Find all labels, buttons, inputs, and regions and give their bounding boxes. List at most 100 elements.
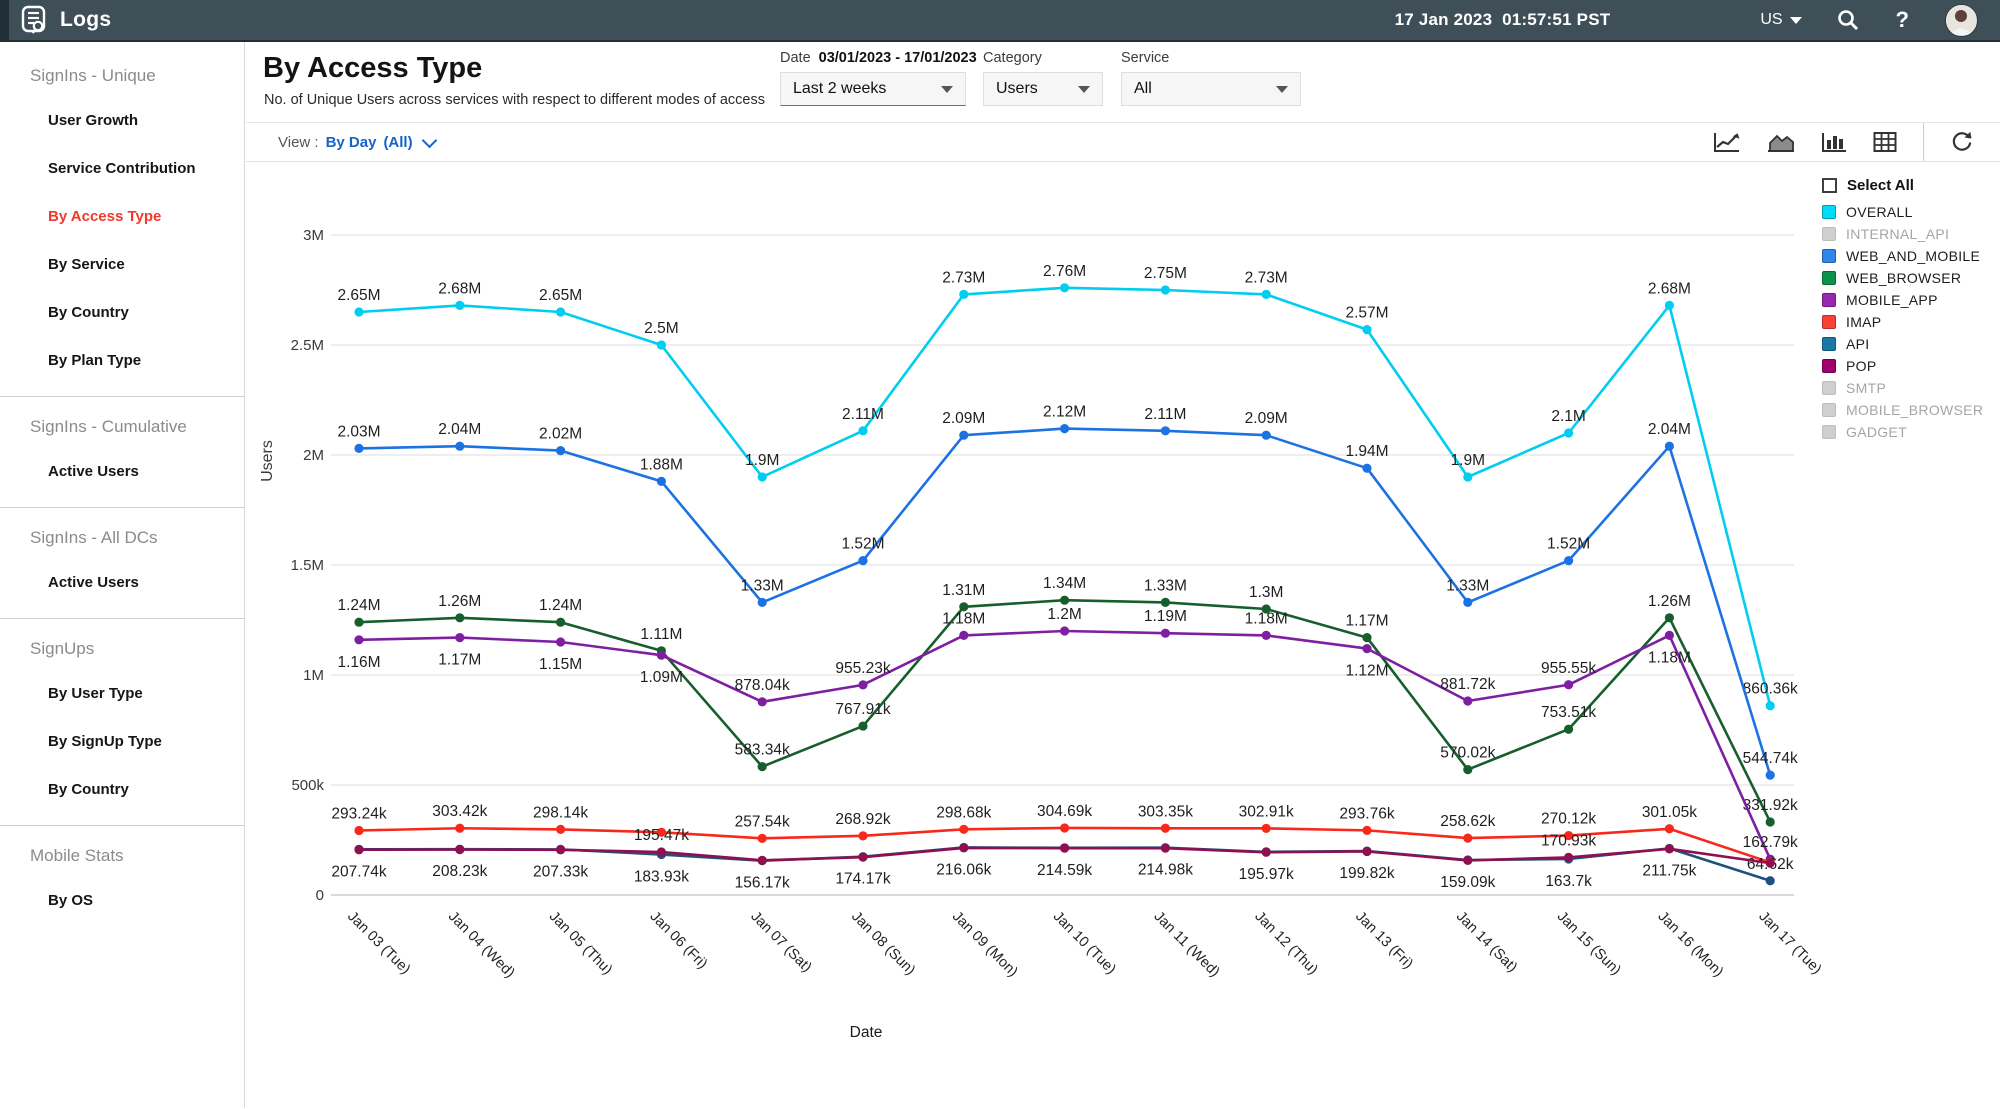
service-select[interactable]: All bbox=[1121, 72, 1301, 106]
data-point-overall[interactable] bbox=[1160, 285, 1170, 295]
data-point-imap[interactable] bbox=[1261, 823, 1271, 833]
line-chart-icon[interactable] bbox=[1713, 131, 1741, 153]
data-point-web-browser[interactable] bbox=[757, 762, 767, 772]
data-point-web-browser[interactable] bbox=[556, 617, 566, 627]
data-point-overall[interactable] bbox=[1765, 701, 1775, 711]
data-point-mobile-app[interactable] bbox=[1564, 680, 1574, 690]
data-point-mobile-app[interactable] bbox=[556, 637, 566, 647]
legend-item-mobile-browser[interactable]: MOBILE_BROWSER bbox=[1822, 399, 1998, 421]
data-point-mobile-app[interactable] bbox=[1060, 626, 1070, 636]
data-point-web-browser[interactable] bbox=[354, 617, 364, 627]
data-point-web-and-mobile[interactable] bbox=[959, 430, 969, 440]
data-point-mobile-app[interactable] bbox=[354, 635, 364, 645]
data-point-web-and-mobile[interactable] bbox=[1160, 426, 1170, 436]
data-point-imap[interactable] bbox=[1160, 823, 1170, 833]
data-point-pop[interactable] bbox=[455, 845, 465, 855]
sidebar-item-active-users[interactable]: Active Users bbox=[48, 463, 139, 480]
data-point-overall[interactable] bbox=[1060, 283, 1070, 293]
data-point-web-and-mobile[interactable] bbox=[858, 556, 868, 566]
sidebar-item-user-growth[interactable]: User Growth bbox=[48, 112, 139, 129]
avatar[interactable] bbox=[1945, 3, 1978, 37]
data-point-mobile-app[interactable] bbox=[1261, 630, 1271, 640]
data-point-api[interactable] bbox=[1765, 876, 1775, 886]
data-point-imap[interactable] bbox=[1362, 825, 1372, 835]
bar-chart-icon[interactable] bbox=[1821, 131, 1847, 153]
data-point-imap[interactable] bbox=[1664, 824, 1674, 834]
data-point-overall[interactable] bbox=[354, 307, 364, 317]
sidebar-item-service-contribution[interactable]: Service Contribution bbox=[48, 160, 196, 177]
legend-item-web-browser[interactable]: WEB_BROWSER bbox=[1822, 267, 1998, 289]
area-chart-icon[interactable] bbox=[1767, 131, 1795, 153]
data-point-web-and-mobile[interactable] bbox=[757, 597, 767, 607]
sidebar-item-by-country[interactable]: By Country bbox=[48, 304, 129, 321]
data-point-pop[interactable] bbox=[959, 843, 969, 853]
sidebar-item-by-plan-type[interactable]: By Plan Type bbox=[48, 352, 142, 369]
legend-item-api[interactable]: API bbox=[1822, 333, 1998, 355]
data-point-mobile-app[interactable] bbox=[858, 680, 868, 690]
data-point-web-and-mobile[interactable] bbox=[656, 476, 666, 486]
data-point-pop[interactable] bbox=[1463, 855, 1473, 866]
data-point-imap[interactable] bbox=[455, 823, 465, 833]
data-point-web-and-mobile[interactable] bbox=[1463, 597, 1473, 607]
data-point-pop[interactable] bbox=[1160, 843, 1170, 853]
data-point-web-and-mobile[interactable] bbox=[455, 441, 465, 451]
data-point-overall[interactable] bbox=[1564, 428, 1574, 438]
data-point-pop[interactable] bbox=[1664, 844, 1674, 854]
data-point-web-and-mobile[interactable] bbox=[1261, 430, 1271, 440]
data-point-mobile-app[interactable] bbox=[656, 650, 666, 660]
legend-item-web-and-mobile[interactable]: WEB_AND_MOBILE bbox=[1822, 245, 1998, 267]
data-point-web-browser[interactable] bbox=[1160, 597, 1170, 607]
data-point-overall[interactable] bbox=[1463, 472, 1473, 482]
search-icon[interactable] bbox=[1836, 8, 1860, 32]
data-point-imap[interactable] bbox=[556, 824, 566, 835]
data-point-imap[interactable] bbox=[959, 824, 969, 834]
legend-item-overall[interactable]: OVERALL bbox=[1822, 201, 1998, 223]
view-by-day-link[interactable]: By Day bbox=[325, 133, 377, 151]
data-point-imap[interactable] bbox=[1463, 833, 1473, 843]
data-point-overall[interactable] bbox=[858, 426, 868, 436]
data-point-pop[interactable] bbox=[354, 845, 364, 855]
data-point-web-browser[interactable] bbox=[1765, 817, 1775, 827]
data-point-mobile-app[interactable] bbox=[1664, 630, 1674, 640]
data-point-mobile-app[interactable] bbox=[1463, 696, 1473, 706]
data-point-web-browser[interactable] bbox=[1060, 595, 1070, 605]
data-point-web-and-mobile[interactable] bbox=[1664, 441, 1674, 451]
data-point-web-and-mobile[interactable] bbox=[1060, 424, 1070, 434]
data-point-web-browser[interactable] bbox=[1664, 613, 1674, 623]
data-point-overall[interactable] bbox=[1362, 325, 1372, 335]
date-range-select[interactable]: Last 2 weeks bbox=[780, 72, 966, 106]
data-point-overall[interactable] bbox=[556, 307, 566, 317]
data-point-web-browser[interactable] bbox=[858, 721, 868, 731]
data-point-web-browser[interactable] bbox=[1261, 604, 1271, 614]
sidebar-item-by-signup-type[interactable]: By SignUp Type bbox=[48, 733, 162, 750]
category-select[interactable]: Users bbox=[983, 72, 1103, 106]
legend-item-pop[interactable]: POP bbox=[1822, 355, 1998, 377]
data-point-mobile-app[interactable] bbox=[757, 697, 767, 707]
data-point-overall[interactable] bbox=[656, 340, 666, 350]
data-point-pop[interactable] bbox=[1564, 852, 1574, 862]
data-point-imap[interactable] bbox=[656, 827, 666, 837]
data-point-web-browser[interactable] bbox=[455, 613, 465, 623]
data-point-pop[interactable] bbox=[1765, 858, 1775, 868]
legend-item-imap[interactable]: IMAP bbox=[1822, 311, 1998, 333]
data-point-pop[interactable] bbox=[757, 855, 767, 865]
data-point-pop[interactable] bbox=[1060, 843, 1070, 853]
data-point-overall[interactable] bbox=[1664, 300, 1674, 310]
view-scope-link[interactable]: (All) bbox=[383, 133, 413, 151]
data-point-overall[interactable] bbox=[757, 472, 767, 482]
data-point-imap[interactable] bbox=[858, 831, 868, 841]
data-point-pop[interactable] bbox=[1362, 846, 1372, 857]
data-point-web-and-mobile[interactable] bbox=[354, 443, 364, 453]
table-view-icon[interactable] bbox=[1873, 131, 1897, 153]
region-selector[interactable]: US bbox=[1760, 11, 1802, 29]
data-point-pop[interactable] bbox=[656, 847, 666, 857]
sidebar-item-by-service[interactable]: By Service bbox=[48, 256, 125, 273]
sidebar-item-by-user-type[interactable]: By User Type bbox=[48, 685, 143, 702]
data-point-web-and-mobile[interactable] bbox=[1765, 770, 1775, 780]
data-point-imap[interactable] bbox=[1564, 830, 1574, 841]
line-chart[interactable]: 0 500k 1M 1.5M 2M 2.5M 3M Users Date Jan 03 (Tue)… bbox=[246, 161, 1826, 1109]
help-icon[interactable]: ? bbox=[1895, 7, 1909, 32]
legend-item-gadget[interactable]: GADGET bbox=[1822, 421, 1998, 443]
sidebar-item-active-users[interactable]: Active Users bbox=[48, 574, 139, 591]
data-point-web-and-mobile[interactable] bbox=[1564, 556, 1574, 566]
